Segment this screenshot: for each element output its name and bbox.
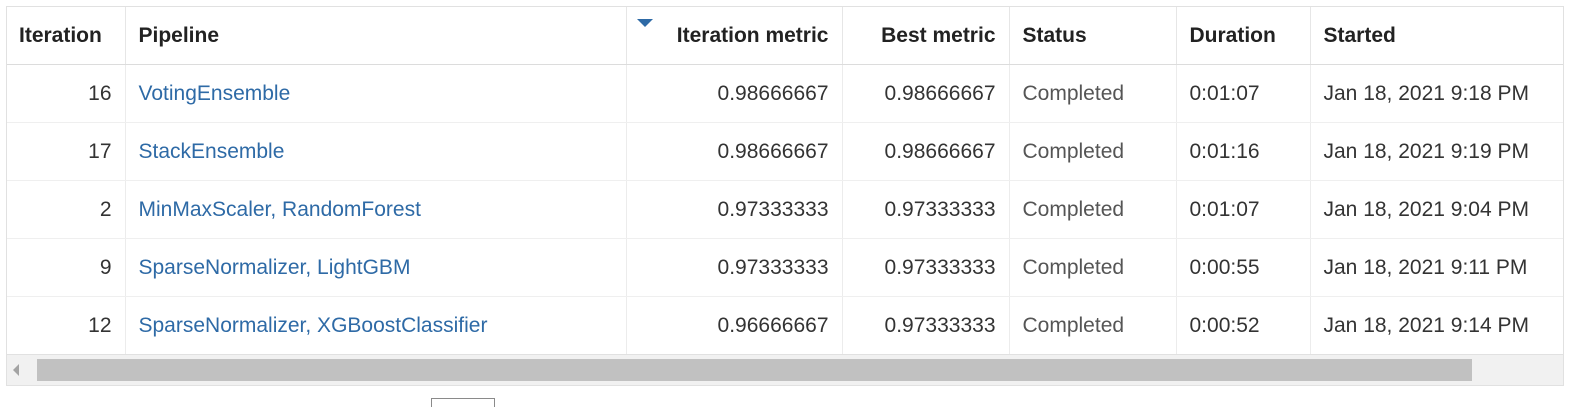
horizontal-scrollbar[interactable] <box>6 354 1564 386</box>
runs-table: Iteration Pipeline Iteration metric Best… <box>7 7 1563 355</box>
cell-status: Completed <box>1009 180 1177 239</box>
header-iteration[interactable]: Iteration <box>7 7 126 65</box>
scroll-left-arrow-icon[interactable] <box>13 364 19 376</box>
cell-iteration-metric: 0.97333333 <box>626 180 843 239</box>
cell-iteration-metric: 0.97333333 <box>626 238 843 297</box>
header-status[interactable]: Status <box>1009 7 1177 65</box>
cell-iteration: 16 <box>7 64 126 123</box>
header-row: Iteration Pipeline Iteration metric Best… <box>7 7 1563 65</box>
table-row: 17 StackEnsemble 0.98666667 0.98666667 C… <box>7 122 1563 181</box>
cell-status: Completed <box>1009 122 1177 181</box>
cell-duration: 0:01:16 <box>1176 122 1311 181</box>
table-row: 2 MinMaxScaler, RandomForest 0.97333333 … <box>7 180 1563 239</box>
cell-pipeline-link[interactable]: SparseNormalizer, XGBoostClassifier <box>125 296 627 355</box>
cell-iteration-metric: 0.98666667 <box>626 122 843 181</box>
cell-duration: 0:01:07 <box>1176 64 1311 123</box>
cell-pipeline-link[interactable]: MinMaxScaler, RandomForest <box>125 180 627 239</box>
sort-descending-icon <box>636 19 653 27</box>
cell-duration: 0:01:07 <box>1176 180 1311 239</box>
cell-iteration: 12 <box>7 296 126 355</box>
cell-pipeline-link[interactable]: VotingEnsemble <box>125 64 627 123</box>
header-best-metric[interactable]: Best metric <box>842 7 1010 65</box>
cell-iteration-metric: 0.96666667 <box>626 296 843 355</box>
cell-status: Completed <box>1009 238 1177 297</box>
header-duration[interactable]: Duration <box>1176 7 1311 65</box>
cell-pipeline-link[interactable]: SparseNormalizer, LightGBM <box>125 238 627 297</box>
cell-started: Jan 18, 2021 9:14 PM <box>1310 296 1563 355</box>
cell-best-metric: 0.97333333 <box>842 296 1010 355</box>
cell-started: Jan 18, 2021 9:04 PM <box>1310 180 1563 239</box>
table-row: 12 SparseNormalizer, XGBoostClassifier 0… <box>7 296 1563 355</box>
page-size-select[interactable] <box>431 398 495 407</box>
cell-started: Jan 18, 2021 9:18 PM <box>1310 64 1563 123</box>
cell-best-metric: 0.97333333 <box>842 180 1010 239</box>
cell-best-metric: 0.97333333 <box>842 238 1010 297</box>
header-iteration-metric-label: Iteration metric <box>676 23 829 47</box>
header-pipeline[interactable]: Pipeline <box>125 7 627 65</box>
table-row: 9 SparseNormalizer, LightGBM 0.97333333 … <box>7 238 1563 297</box>
header-started[interactable]: Started <box>1310 7 1563 65</box>
cell-best-metric: 0.98666667 <box>842 64 1010 123</box>
cell-duration: 0:00:52 <box>1176 296 1311 355</box>
cell-iteration: 2 <box>7 180 126 239</box>
cell-iteration: 17 <box>7 122 126 181</box>
cell-best-metric: 0.98666667 <box>842 122 1010 181</box>
cell-iteration-metric: 0.98666667 <box>626 64 843 123</box>
cell-started: Jan 18, 2021 9:19 PM <box>1310 122 1563 181</box>
cell-started: Jan 18, 2021 9:11 PM <box>1310 238 1563 297</box>
scrollbar-thumb[interactable] <box>37 359 1472 381</box>
cell-status: Completed <box>1009 64 1177 123</box>
table-row: 16 VotingEnsemble 0.98666667 0.98666667 … <box>7 64 1563 123</box>
cell-status: Completed <box>1009 296 1177 355</box>
header-iteration-metric[interactable]: Iteration metric <box>626 7 843 65</box>
cell-duration: 0:00:55 <box>1176 238 1311 297</box>
child-runs-grid: Iteration Pipeline Iteration metric Best… <box>6 6 1564 386</box>
cell-iteration: 9 <box>7 238 126 297</box>
cell-pipeline-link[interactable]: StackEnsemble <box>125 122 627 181</box>
